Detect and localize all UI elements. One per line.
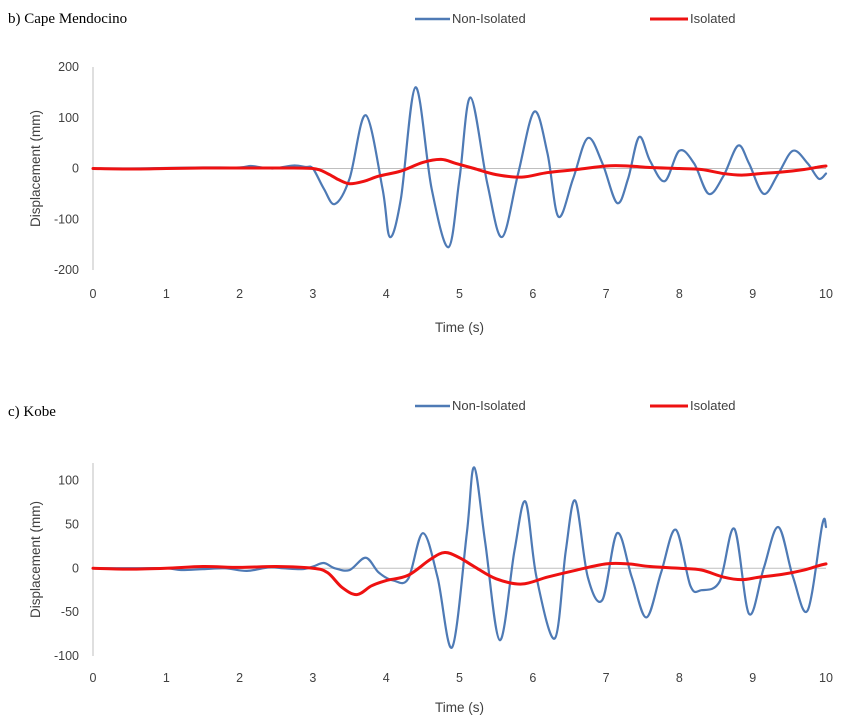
x-tick-label: 2 [236, 287, 243, 301]
x-tick-label: 5 [456, 671, 463, 685]
y-tick-label: -100 [54, 649, 79, 663]
y-tick-label: -200 [54, 263, 79, 277]
legend-label-non-isolated: Non-Isolated [452, 398, 526, 413]
x-tick-label: 9 [749, 671, 756, 685]
legend-label-isolated: Isolated [690, 11, 736, 26]
chart-panel-0: b) Cape Mendocino 200 100 0 -100 -200 0 1 2 3 4 5 6 7… [8, 11, 833, 335]
y-axis-title: Displacement (mm) [28, 501, 43, 618]
x-tick-label: 6 [529, 671, 536, 685]
y-tick-label: 200 [58, 60, 79, 74]
legend-label-isolated: Isolated [690, 398, 736, 413]
series-line-isolated [91, 157, 828, 186]
x-tick-label: 0 [90, 287, 97, 301]
x-tick-label: 8 [676, 671, 683, 685]
series-line-non-isolated [91, 466, 828, 649]
x-tick-label: 0 [90, 671, 97, 685]
x-tick-label: 4 [383, 287, 390, 301]
x-tick-label: 1 [163, 287, 170, 301]
x-tick-label: 10 [819, 287, 833, 301]
x-tick-label: 10 [819, 671, 833, 685]
x-tick-label: 8 [676, 287, 683, 301]
x-axis-title: Time (s) [435, 700, 484, 715]
x-tick-label: 4 [383, 671, 390, 685]
panel-label: c) Kobe [8, 404, 56, 420]
y-tick-label: 50 [65, 517, 79, 531]
x-tick-label: 7 [603, 287, 610, 301]
series-line-non-isolated [91, 86, 828, 249]
series-line-isolated [91, 550, 828, 597]
x-tick-label: 7 [603, 671, 610, 685]
x-tick-label: 3 [309, 287, 316, 301]
y-tick-label: 100 [58, 474, 79, 488]
x-axis-title: Time (s) [435, 320, 484, 335]
x-tick-label: 5 [456, 287, 463, 301]
y-tick-label: -50 [61, 605, 79, 619]
panel-label: b) Cape Mendocino [8, 11, 127, 27]
y-tick-label: 0 [72, 561, 79, 575]
y-tick-label: 100 [58, 111, 79, 125]
x-tick-label: 6 [529, 287, 536, 301]
chart-panel-1: c) Kobe 100 50 0 -50 -100 0 1 2 3 4 5 6 7 8 9 10 Time (s)… [8, 398, 833, 715]
x-tick-label: 3 [309, 671, 316, 685]
y-axis-title: Displacement (mm) [28, 110, 43, 227]
legend-label-non-isolated: Non-Isolated [452, 11, 526, 26]
y-tick-label: 0 [72, 162, 79, 176]
x-tick-label: 2 [236, 671, 243, 685]
x-tick-label: 1 [163, 671, 170, 685]
x-tick-label: 9 [749, 287, 756, 301]
y-tick-label: -100 [54, 212, 79, 226]
